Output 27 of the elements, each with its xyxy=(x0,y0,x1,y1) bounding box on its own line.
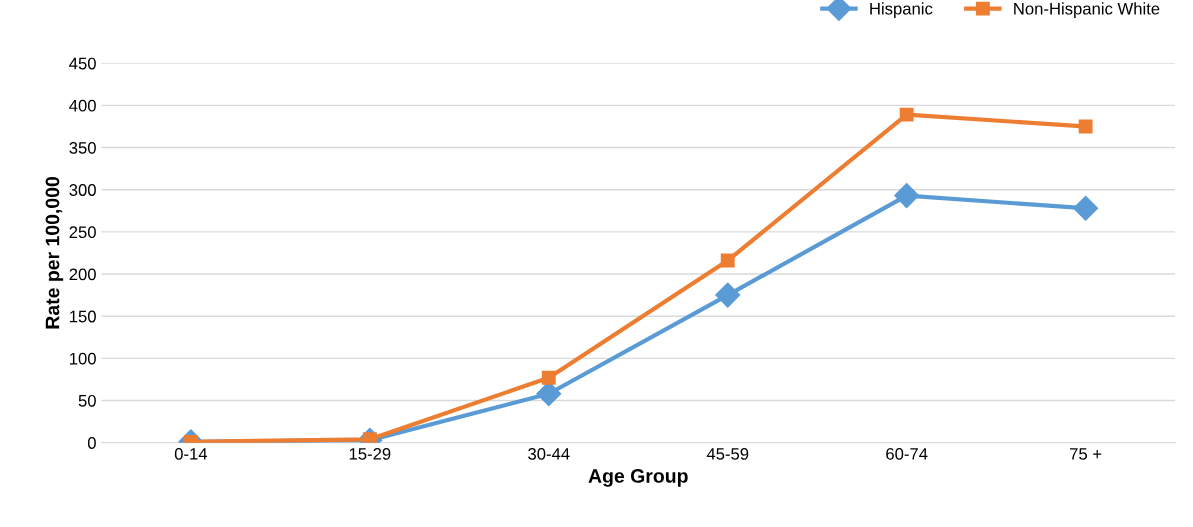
point xyxy=(899,107,914,122)
y-tick-label: 300 xyxy=(69,184,96,196)
x-tick-label: 0-14 xyxy=(174,447,208,460)
y-tick-label: 450 xyxy=(69,57,96,70)
x-axis-title: Age Group xyxy=(588,469,688,487)
point xyxy=(715,282,741,308)
x-tick-label: 60-74 xyxy=(886,447,928,460)
y-tick-label: 50 xyxy=(78,394,96,407)
y-tick-label: 0 xyxy=(87,437,96,449)
y-tick-label: 400 xyxy=(69,99,96,112)
point xyxy=(720,253,735,268)
point xyxy=(1073,195,1099,221)
y-tick-label: 100 xyxy=(70,352,96,365)
x-tick-label: 15-29 xyxy=(349,447,391,460)
y-tick-label: 200 xyxy=(69,268,96,281)
y-axis-title: Rate per 100,000 xyxy=(45,177,64,329)
y-tick-label: 150 xyxy=(70,310,96,323)
legend-label: Non-Hispanic White xyxy=(1014,2,1160,18)
point xyxy=(1078,119,1093,134)
point xyxy=(894,183,920,209)
legend-label: Hispanic xyxy=(870,2,933,18)
y-tick-label: 350 xyxy=(69,141,96,154)
x-tick-label: 30-44 xyxy=(528,447,570,460)
x-tick-label: 45-59 xyxy=(706,447,749,460)
y-tick-label: 250 xyxy=(69,226,96,239)
x-tick-label: 75 + xyxy=(1070,448,1102,460)
point xyxy=(541,370,556,385)
